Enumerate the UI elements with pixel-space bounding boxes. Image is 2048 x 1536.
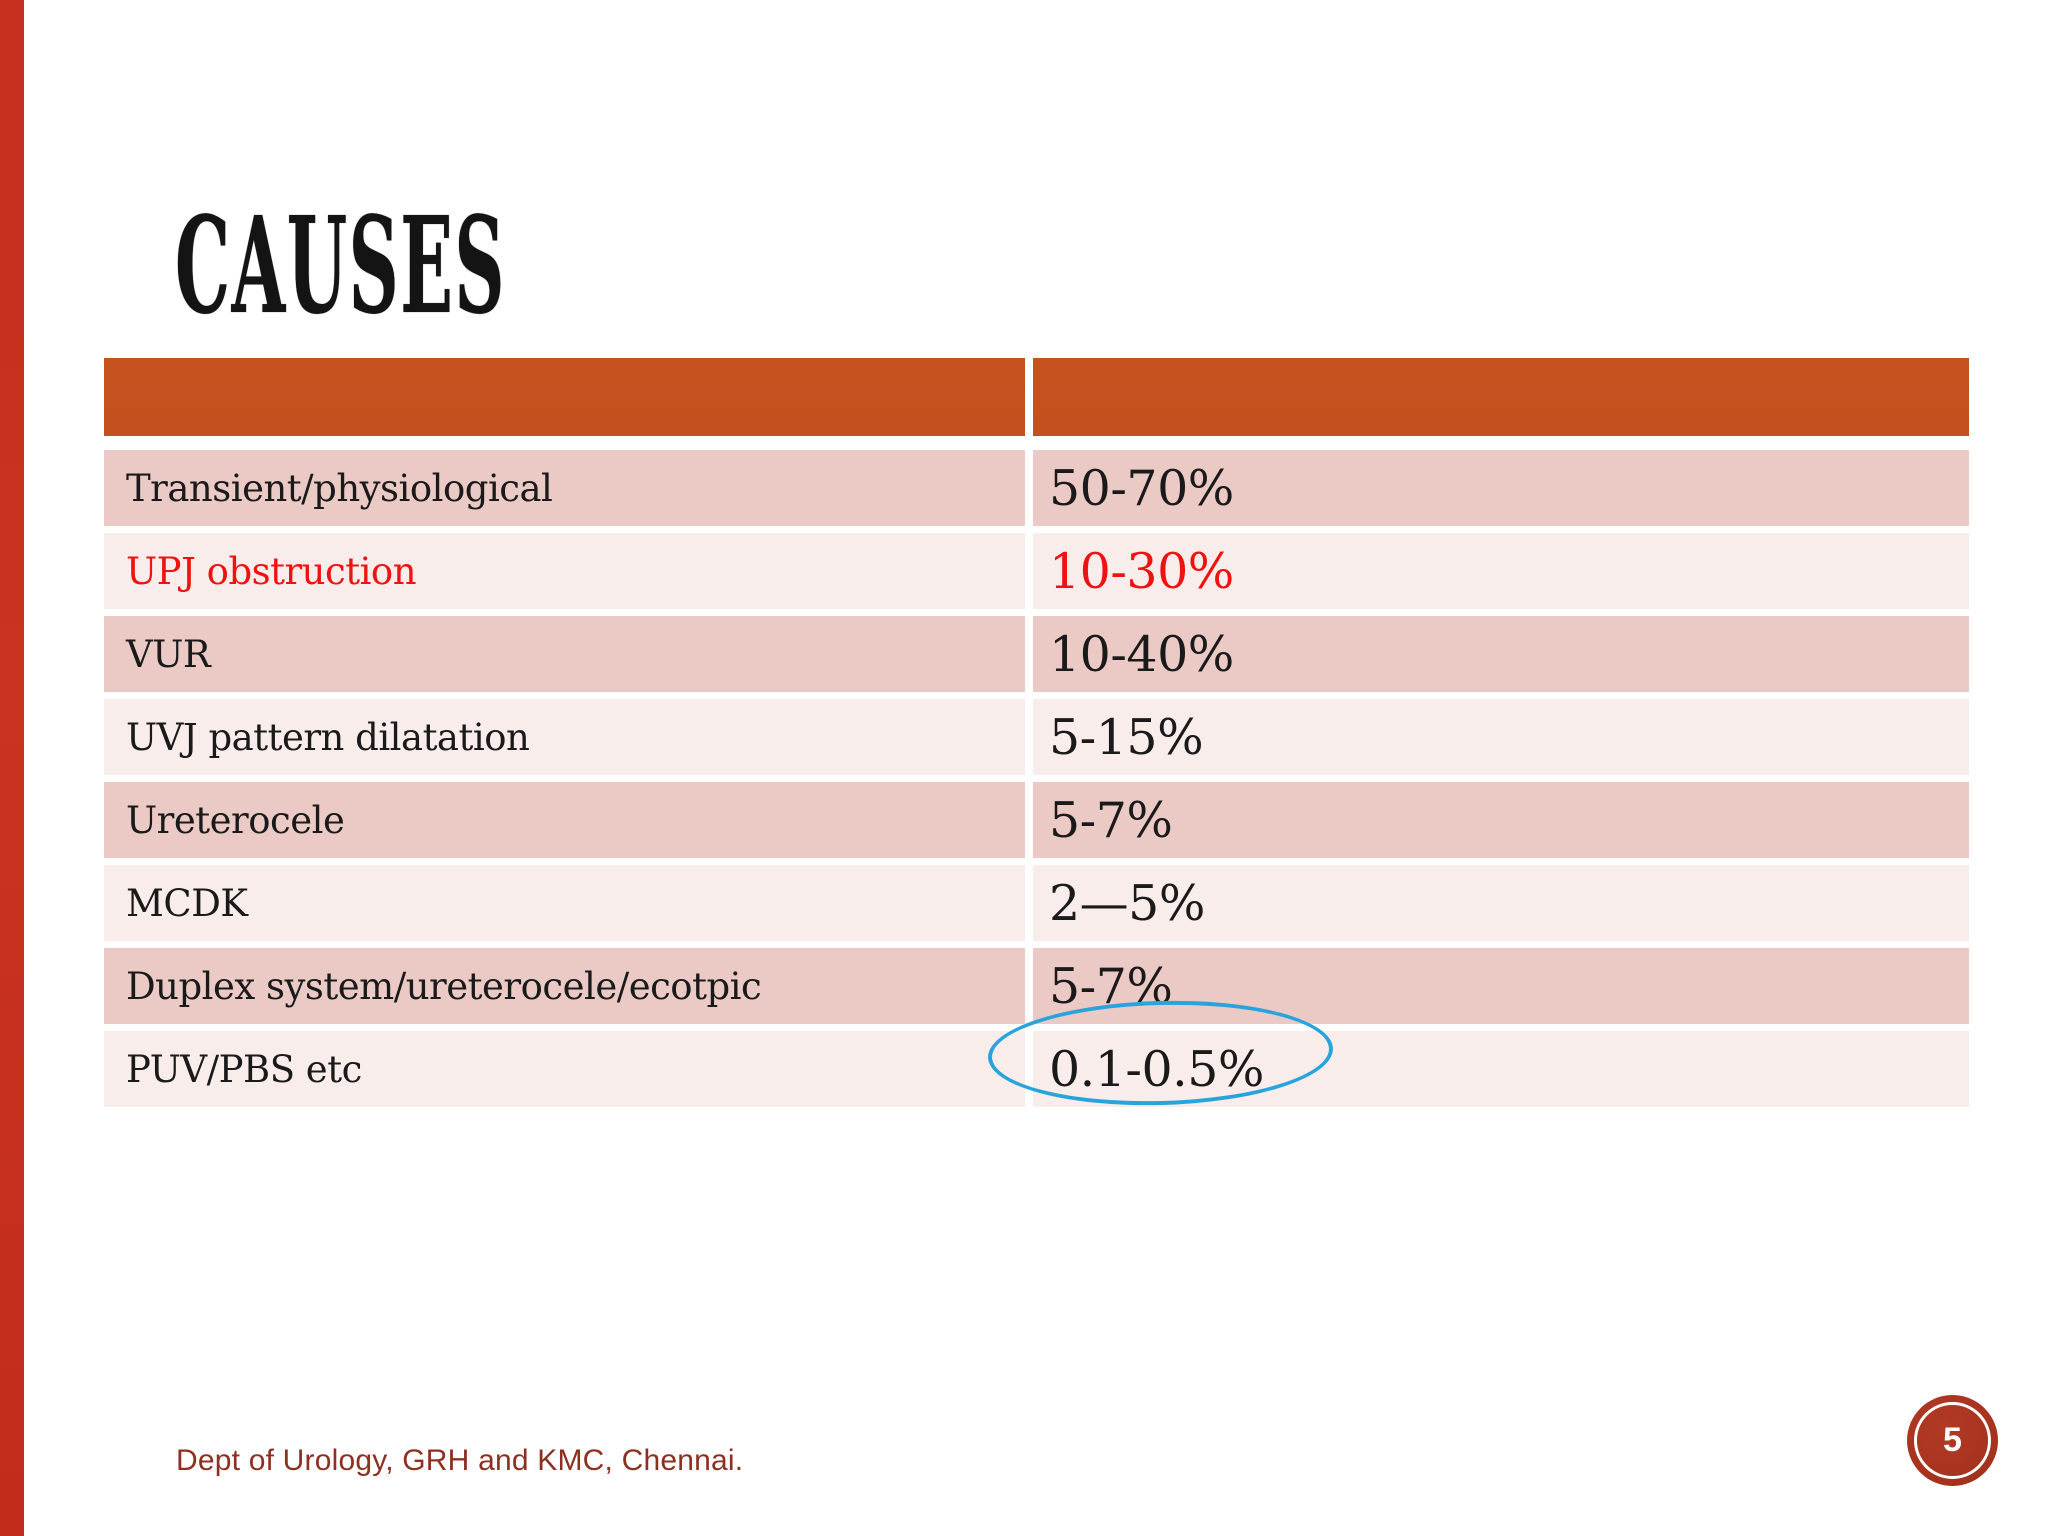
percentage-cell: 5-7% — [1033, 782, 1969, 858]
percentage-cell: 10-40% — [1033, 616, 1969, 692]
percentage-cell: 2—5% — [1033, 865, 1969, 941]
page-number: 5 — [1943, 1421, 1962, 1459]
percentage-cell: 10-30% — [1033, 533, 1969, 609]
percentage-cell: 0.1-0.5% — [1033, 1031, 1969, 1107]
percentage-cell: 5-7% — [1033, 948, 1969, 1024]
table-row-highlighted: UPJ obstruction 10-30% — [104, 533, 1969, 609]
table-row: VUR 10-40% — [104, 616, 1969, 692]
left-accent-bar — [0, 0, 24, 1536]
slide-title: CAUSES — [175, 188, 506, 344]
cause-cell: Duplex system/ureterocele/ecotpic — [104, 948, 1025, 1024]
table-header-row — [104, 358, 1969, 436]
percentage-cell: 50-70% — [1033, 450, 1969, 526]
cause-cell: UPJ obstruction — [104, 533, 1025, 609]
header-cell-percentage — [1033, 358, 1969, 436]
footer-text: Dept of Urology, GRH and KMC, Chennai. — [176, 1444, 744, 1477]
table-row: Transient/physiological 50-70% — [104, 450, 1969, 526]
cause-cell: PUV/PBS etc — [104, 1031, 1025, 1107]
percentage-cell: 5-15% — [1033, 699, 1969, 775]
table-row: Ureterocele 5-7% — [104, 782, 1969, 858]
cause-cell: Ureterocele — [104, 782, 1025, 858]
badge-ring — [1914, 1402, 1991, 1479]
cause-cell: Transient/physiological — [104, 450, 1025, 526]
table-row: PUV/PBS etc 0.1-0.5% — [104, 1031, 1969, 1107]
causes-table: Transient/physiological 50-70% UPJ obstr… — [104, 358, 1969, 1114]
cause-cell: VUR — [104, 616, 1025, 692]
table-row: Duplex system/ureterocele/ecotpic 5-7% — [104, 948, 1969, 1024]
header-cell-cause — [104, 358, 1025, 436]
cause-cell: UVJ pattern dilatation — [104, 699, 1025, 775]
table-row: UVJ pattern dilatation 5-15% — [104, 699, 1969, 775]
page-number-badge: 5 — [1907, 1395, 1998, 1486]
cause-cell: MCDK — [104, 865, 1025, 941]
table-row: MCDK 2—5% — [104, 865, 1969, 941]
